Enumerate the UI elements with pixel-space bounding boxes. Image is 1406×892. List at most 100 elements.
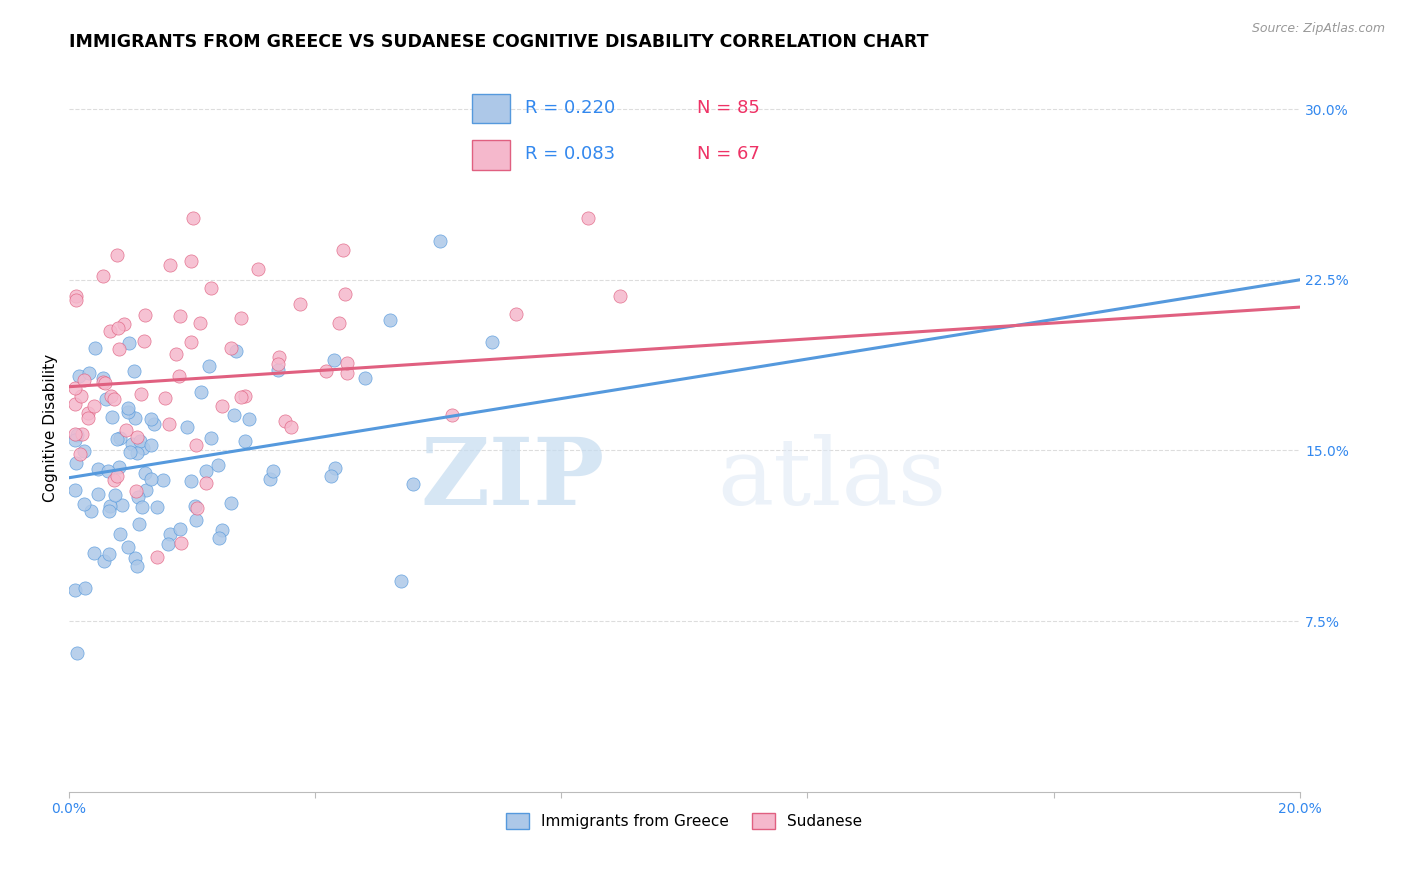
Point bbox=[238, 412, 260, 426]
Point bbox=[98, 547, 121, 561]
Point bbox=[208, 532, 231, 546]
Point bbox=[153, 391, 176, 405]
Point bbox=[335, 356, 357, 370]
Point bbox=[103, 392, 125, 407]
Point bbox=[266, 363, 288, 377]
Point bbox=[183, 499, 205, 513]
Point bbox=[184, 513, 207, 527]
Point bbox=[104, 488, 127, 502]
Point bbox=[63, 582, 86, 597]
Point bbox=[132, 441, 155, 455]
Point bbox=[429, 234, 451, 248]
Point bbox=[198, 359, 221, 374]
Point bbox=[576, 211, 599, 226]
Point bbox=[86, 462, 108, 476]
Point bbox=[134, 466, 156, 480]
Point bbox=[87, 487, 110, 501]
Point bbox=[170, 535, 193, 549]
Point bbox=[124, 364, 146, 378]
Point bbox=[134, 309, 156, 323]
Point bbox=[336, 367, 359, 381]
Point bbox=[378, 312, 401, 326]
Point bbox=[211, 399, 233, 413]
Point bbox=[274, 414, 297, 428]
Point bbox=[66, 428, 89, 442]
Point bbox=[157, 537, 180, 551]
Point bbox=[77, 410, 100, 425]
Point bbox=[194, 475, 217, 490]
Point bbox=[117, 541, 139, 555]
Point bbox=[98, 324, 121, 338]
Text: ZIP: ZIP bbox=[420, 434, 605, 524]
Point bbox=[229, 310, 252, 325]
Point bbox=[91, 269, 114, 284]
Point bbox=[180, 254, 202, 268]
Point bbox=[129, 386, 152, 401]
Point bbox=[319, 468, 342, 483]
Point bbox=[267, 350, 290, 364]
Point bbox=[328, 316, 350, 330]
Point bbox=[98, 499, 121, 513]
Point bbox=[125, 483, 148, 498]
Point bbox=[93, 376, 115, 390]
Point bbox=[219, 341, 242, 355]
Point bbox=[280, 419, 302, 434]
Point bbox=[79, 504, 101, 518]
Point bbox=[135, 483, 157, 497]
Point bbox=[609, 289, 631, 303]
Point bbox=[188, 317, 211, 331]
Point bbox=[108, 342, 131, 356]
Point bbox=[186, 500, 208, 515]
Point bbox=[233, 434, 256, 448]
Point bbox=[222, 408, 245, 422]
Point bbox=[200, 280, 222, 294]
Point bbox=[207, 458, 229, 473]
Text: Source: ZipAtlas.com: Source: ZipAtlas.com bbox=[1251, 22, 1385, 36]
Point bbox=[120, 445, 142, 459]
Point bbox=[63, 381, 86, 395]
Point bbox=[65, 289, 87, 303]
Point bbox=[103, 473, 125, 487]
Point bbox=[108, 526, 131, 541]
Point bbox=[440, 408, 463, 422]
Text: atlas: atlas bbox=[717, 434, 946, 524]
Point bbox=[63, 397, 86, 411]
Point bbox=[184, 438, 207, 452]
Point bbox=[194, 464, 217, 478]
Point bbox=[70, 389, 93, 403]
Point bbox=[73, 497, 96, 511]
Point bbox=[354, 371, 377, 385]
Point bbox=[73, 373, 96, 387]
Point bbox=[190, 384, 212, 399]
Point bbox=[73, 443, 96, 458]
Point bbox=[65, 293, 87, 307]
Point bbox=[159, 258, 181, 272]
Point bbox=[100, 389, 122, 403]
Point bbox=[66, 646, 89, 660]
Point bbox=[98, 504, 121, 518]
Point bbox=[323, 352, 346, 367]
Point bbox=[63, 433, 86, 447]
Point bbox=[233, 389, 256, 403]
Point bbox=[225, 343, 247, 358]
Point bbox=[200, 431, 222, 445]
Point bbox=[83, 399, 105, 413]
Point bbox=[323, 461, 346, 475]
Point bbox=[157, 417, 180, 431]
Point bbox=[112, 317, 135, 331]
Point bbox=[94, 376, 117, 390]
Point bbox=[127, 490, 149, 504]
Point bbox=[83, 546, 105, 560]
Point bbox=[211, 523, 233, 537]
Point bbox=[165, 346, 187, 360]
Point bbox=[219, 495, 242, 509]
Point bbox=[139, 412, 162, 426]
Point bbox=[69, 447, 91, 461]
Point bbox=[259, 472, 281, 486]
Point bbox=[93, 554, 115, 568]
Point bbox=[181, 211, 204, 225]
Point bbox=[333, 286, 356, 301]
Point bbox=[77, 367, 100, 381]
Point bbox=[73, 581, 96, 595]
Point bbox=[63, 427, 86, 442]
